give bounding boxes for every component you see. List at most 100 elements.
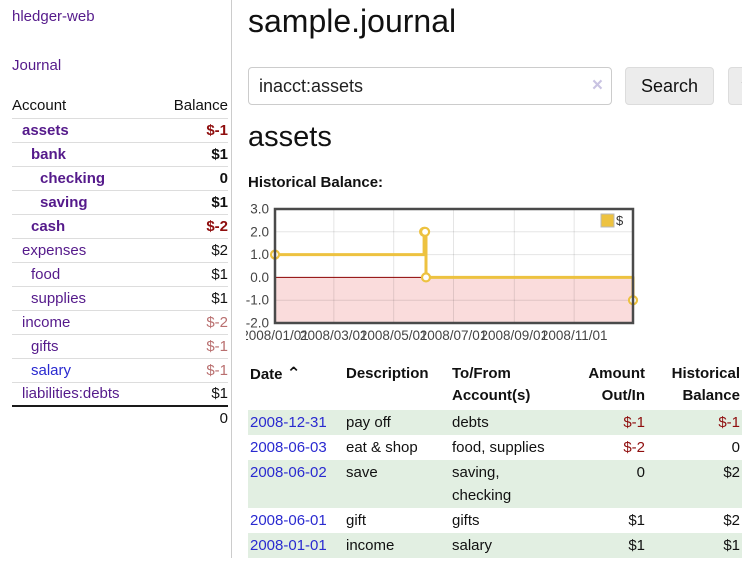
account-link-saving[interactable]: saving xyxy=(40,193,88,211)
account-link-supplies[interactable]: supplies xyxy=(31,289,87,307)
transaction-description: eat & shop xyxy=(346,439,418,456)
transaction-accounts: saving, checking xyxy=(452,464,512,504)
transaction-balance: $-1 xyxy=(718,414,740,431)
account-row: liabilities:debts $1 xyxy=(12,381,228,406)
account-row: income $-2 xyxy=(12,309,228,334)
transaction-amount: $1 xyxy=(628,537,645,554)
transaction-date-link[interactable]: 2008-06-03 xyxy=(250,439,327,456)
page: hledger-web Journal Account Balance asse… xyxy=(0,0,742,558)
sidebar-item-journal[interactable]: Journal xyxy=(12,57,62,74)
svg-text:$: $ xyxy=(616,213,624,228)
register-table: Date ⌃ Description To/From Account(s) Amo… xyxy=(248,362,742,558)
transaction-description: save xyxy=(346,464,378,481)
balance-value: $2 xyxy=(155,237,228,262)
account-column-header: Account xyxy=(12,97,67,115)
balance-value: $1 xyxy=(155,261,228,286)
app-title-link[interactable]: hledger-web xyxy=(12,8,95,25)
account-table-header: Account Balance xyxy=(12,94,228,118)
svg-text:2.0: 2.0 xyxy=(250,224,269,239)
account-link-income[interactable]: income xyxy=(22,313,71,331)
account-row: food $1 xyxy=(12,261,228,286)
main-content: sample.journal × Search ? assets Histori… xyxy=(232,0,742,558)
account-link-gifts[interactable]: gifts xyxy=(31,337,59,355)
account-link-cash[interactable]: cash xyxy=(31,217,66,235)
balance-value: $-1 xyxy=(155,357,228,382)
register-row: 2008-01-01 income salary $1 $1 xyxy=(248,533,742,558)
balance-value: 0 xyxy=(155,165,228,190)
register-row: 2008-06-02 save saving, checking 0 $2 xyxy=(248,460,742,508)
account-link-bank[interactable]: bank xyxy=(31,145,67,163)
transaction-balance: $2 xyxy=(723,512,740,529)
account-link-expenses[interactable]: expenses xyxy=(22,241,87,259)
chart-legend: $ xyxy=(600,213,624,228)
historical-balance-chart: $3.0 2.0 1.0 0.0 -1.0 -2.0 2008/01/01 2008/03/0… xyxy=(246,203,742,345)
account-link-food[interactable]: food xyxy=(31,265,61,283)
transaction-date-link[interactable]: 2008-01-01 xyxy=(250,537,327,554)
transaction-description: income xyxy=(346,537,395,554)
search-field-wrapper: × xyxy=(248,67,612,105)
transaction-date-link[interactable]: 2008-06-01 xyxy=(250,512,327,529)
page-title: sample.journal xyxy=(248,3,457,39)
transaction-accounts: salary xyxy=(452,537,493,554)
total-balance-value: 0 xyxy=(155,405,228,430)
balance-value: $1 xyxy=(155,381,228,406)
clear-search-icon[interactable]: × xyxy=(591,75,603,96)
svg-text:-2.0: -2.0 xyxy=(246,316,269,331)
balance-column-header: Historical Balance xyxy=(671,365,740,404)
balance-value: $-2 xyxy=(155,213,228,238)
account-row: expenses $2 xyxy=(12,237,228,262)
transaction-accounts: debts xyxy=(452,414,489,431)
account-link-liabilities-debts[interactable]: liabilities:debts xyxy=(22,385,120,403)
register-row: 2008-06-03 eat & shop food, supplies $-2… xyxy=(248,435,742,460)
sidebar: hledger-web Journal Account Balance asse… xyxy=(0,0,232,558)
amount-column-header: Amount Out/In xyxy=(588,365,645,404)
account-row: checking 0 xyxy=(12,165,228,190)
transaction-balance: $1 xyxy=(723,537,740,554)
svg-text:2008/01/01: 2008/01/01 xyxy=(246,328,309,343)
balance-value: $1 xyxy=(155,285,228,310)
chart-title-label: Historical Balance: xyxy=(248,174,384,191)
transaction-description: pay off xyxy=(346,414,391,431)
balance-value: $-1 xyxy=(155,117,228,142)
balance-value: $-1 xyxy=(155,333,228,358)
account-total-row: 0 xyxy=(12,405,228,430)
account-balance-table: Account Balance assets $-1 bank $1 check… xyxy=(12,94,228,430)
transaction-balance: 0 xyxy=(731,439,740,456)
account-heading: assets xyxy=(248,121,332,153)
svg-text:-1.0: -1.0 xyxy=(246,293,269,308)
account-row: saving $1 xyxy=(12,189,228,214)
account-link-salary[interactable]: salary xyxy=(31,361,72,379)
transaction-amount: $1 xyxy=(628,512,645,529)
search-form: × Search ? xyxy=(248,67,742,105)
help-button[interactable]: ? xyxy=(728,67,742,105)
search-button[interactable]: Search xyxy=(625,67,715,105)
search-input[interactable] xyxy=(248,67,612,105)
account-link-checking[interactable]: checking xyxy=(40,169,106,187)
svg-text:2008/03/01: 2008/03/01 xyxy=(300,328,368,343)
transaction-amount: $-2 xyxy=(623,439,645,456)
transaction-accounts: food, supplies xyxy=(452,439,545,456)
transaction-accounts: gifts xyxy=(452,512,480,529)
balance-column-header: Balance xyxy=(173,97,228,115)
transaction-date-link[interactable]: 2008-06-02 xyxy=(250,464,327,481)
account-row: cash $-2 xyxy=(12,213,228,238)
date-column-header[interactable]: Date ⌃ xyxy=(250,364,301,383)
svg-text:2008/05/01: 2008/05/01 xyxy=(360,328,428,343)
svg-text:2008/11/01: 2008/11/01 xyxy=(541,328,608,343)
balance-value: $1 xyxy=(155,189,228,214)
sort-asc-icon: ⌃ xyxy=(286,364,301,383)
account-row: assets $-1 xyxy=(12,117,228,142)
balance-value: $-2 xyxy=(155,309,228,334)
svg-text:1.0: 1.0 xyxy=(250,247,269,262)
accounts-column-header: To/From Account(s) xyxy=(452,365,531,404)
account-link-assets[interactable]: assets xyxy=(22,121,69,139)
transaction-amount: $-1 xyxy=(623,414,645,431)
account-row: gifts $-1 xyxy=(12,333,228,358)
svg-text:2008/07/01: 2008/07/01 xyxy=(420,328,488,343)
register-row: 2008-12-31 pay off debts $-1 $-1 xyxy=(248,410,742,435)
transaction-date-link[interactable]: 2008-12-31 xyxy=(250,414,327,431)
account-row: supplies $1 xyxy=(12,285,228,310)
transaction-description: gift xyxy=(346,512,367,529)
balance-value: $1 xyxy=(155,141,228,166)
svg-text:2008/09/01: 2008/09/01 xyxy=(481,328,549,343)
